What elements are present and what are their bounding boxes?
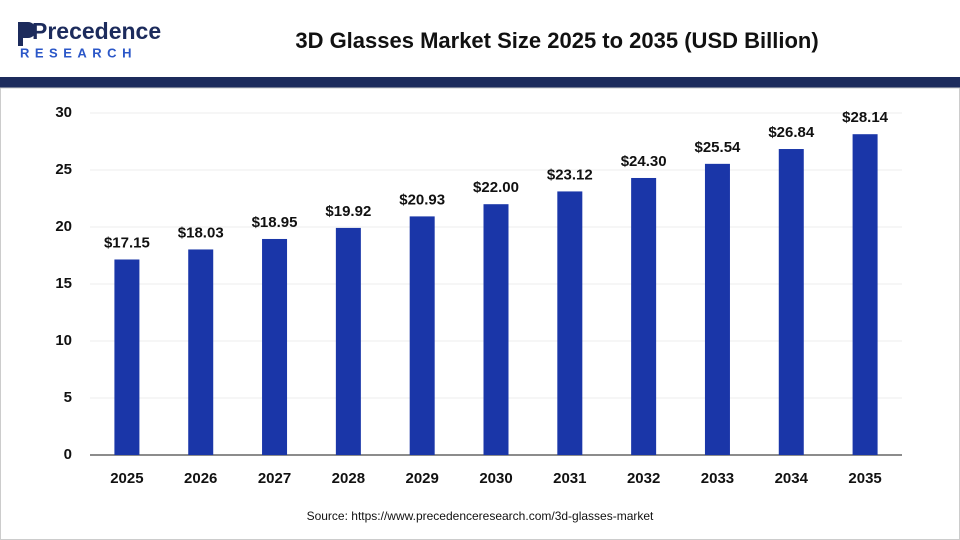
bar [483, 204, 509, 455]
bar [114, 259, 140, 455]
value-label: $18.95 [252, 214, 298, 231]
value-label: $20.93 [399, 191, 445, 208]
value-label: $18.03 [178, 224, 224, 241]
bar [778, 149, 804, 456]
value-label: $17.15 [104, 234, 150, 251]
value-label: $22.00 [473, 179, 519, 196]
bar [409, 216, 435, 455]
brand-sub: RESEARCH [20, 45, 137, 60]
y-tick-label: 15 [55, 275, 72, 292]
value-label: $24.30 [621, 153, 667, 170]
logo-icon [18, 22, 36, 46]
y-tick-label: 5 [64, 389, 72, 406]
x-tick-label: 2026 [184, 470, 217, 487]
value-label: $19.92 [325, 203, 371, 220]
x-tick-label: 2025 [110, 470, 143, 487]
y-tick-label: 30 [55, 104, 72, 121]
brand-name: Precedence [32, 18, 161, 44]
value-label: $28.14 [842, 109, 889, 126]
x-tick-label: 2027 [258, 470, 291, 487]
chart-title: 3D Glasses Market Size 2025 to 2035 (USD… [295, 28, 818, 53]
source: Source: https://www.precedenceresearch.c… [307, 509, 654, 523]
header-band [0, 77, 960, 88]
x-tick-label: 2033 [701, 470, 734, 487]
y-tick-label: 0 [64, 446, 72, 463]
x-tick-label: 2035 [848, 470, 881, 487]
value-label: $23.12 [547, 166, 593, 183]
x-tick-label: 2031 [553, 470, 586, 487]
y-tick-label: 25 [55, 161, 72, 178]
y-tick-label: 20 [55, 218, 72, 235]
x-tick-label: 2034 [775, 470, 809, 487]
y-tick-label: 10 [55, 332, 72, 349]
bar [335, 227, 361, 455]
x-tick-label: 2032 [627, 470, 660, 487]
bar [704, 163, 730, 455]
x-tick-label: 2028 [332, 470, 365, 487]
bar [188, 249, 214, 455]
x-tick-label: 2030 [479, 470, 512, 487]
value-label: $26.84 [768, 124, 815, 141]
bar [852, 134, 878, 456]
x-tick-label: 2029 [405, 470, 438, 487]
bar [262, 238, 288, 455]
bar [557, 191, 583, 455]
value-label: $25.54 [695, 139, 742, 156]
bar [631, 177, 657, 456]
